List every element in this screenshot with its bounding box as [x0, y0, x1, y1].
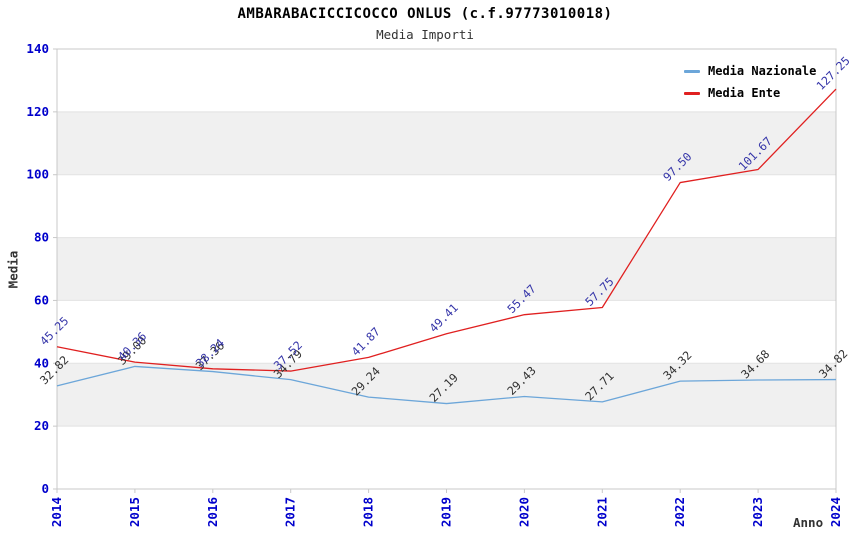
x-tick-label: 2023 — [750, 497, 765, 527]
x-tick-label: 2017 — [283, 497, 298, 527]
y-tick-label: 60 — [34, 292, 49, 307]
point-label-1: 127.25 — [814, 54, 850, 93]
series-line-1 — [56, 88, 837, 372]
point-label-1: 49.41 — [426, 301, 460, 335]
series-line-0 — [56, 365, 837, 405]
legend-label-media-nazionale: Media Nazionale — [708, 64, 817, 78]
legend-item-media-nazionale: Media Nazionale — [684, 60, 816, 82]
legend-swatch-nazionale-icon — [684, 69, 700, 73]
y-tick-label: 40 — [34, 355, 49, 370]
x-tick-label: 2016 — [205, 497, 220, 527]
legend-item-media-ente: Media Ente — [684, 82, 816, 104]
y-tick-label: 80 — [34, 230, 49, 245]
band — [57, 363, 836, 427]
y-axis-title: Media — [5, 250, 21, 289]
legend-label-media-ente: Media Ente — [708, 86, 781, 100]
x-tick-label: 2018 — [361, 497, 376, 527]
x-tick-label: 2014 — [49, 497, 64, 527]
legend-swatch-ente-icon — [684, 91, 700, 95]
y-tick-label: 140 — [26, 41, 49, 56]
x-tick-label: 2020 — [516, 497, 531, 527]
x-tick-label: 2021 — [594, 497, 609, 527]
x-tick-label: 2022 — [672, 497, 687, 527]
x-axis-title: Anno — [793, 515, 824, 530]
x-tick-label: 2019 — [439, 497, 454, 527]
chart-title: AMBARABACICCICOCCO ONLUS (c.f.9777301001… — [237, 6, 613, 22]
legend: Media Nazionale Media Ente — [684, 60, 816, 104]
chart-subtitle: Media Importi — [376, 27, 474, 42]
y-tick-label: 20 — [34, 418, 49, 433]
x-tick-label: 2015 — [127, 497, 142, 527]
y-tick-label: 0 — [41, 481, 49, 496]
point-label-1: 45.25 — [37, 314, 71, 348]
y-tick-label: 120 — [26, 104, 49, 119]
x-tick-label: 2024 — [828, 497, 843, 527]
band — [57, 237, 836, 301]
point-label-1: 41.87 — [349, 324, 383, 358]
y-tick-label: 100 — [26, 167, 49, 182]
band — [57, 111, 836, 175]
